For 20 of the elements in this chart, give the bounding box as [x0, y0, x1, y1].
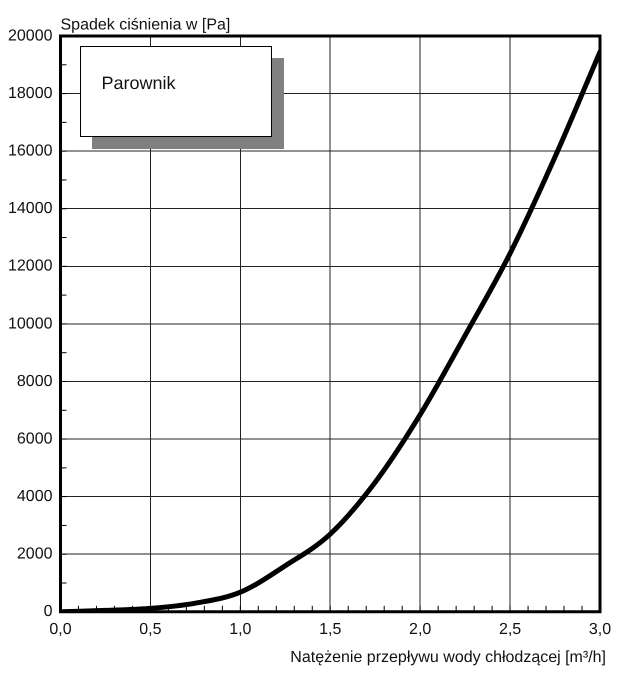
y-tick-label: 10000: [8, 315, 53, 332]
x-tick-label: 2,5: [498, 620, 522, 638]
y-tick-label: 16000: [8, 142, 53, 160]
x-tick-label: 0,5: [139, 620, 162, 638]
y-tick-label: 14000: [8, 200, 53, 218]
x-tick-label: 2,0: [409, 620, 432, 638]
x-tick-label: 1,5: [319, 620, 342, 638]
y-tick-label: 18000: [8, 84, 53, 102]
y-tick-label: 20000: [8, 27, 53, 44]
y-tick-label: 2000: [16, 546, 53, 563]
y-tick-label: 4000: [16, 488, 53, 506]
x-tick-label: 1,0: [229, 620, 252, 638]
y-tick-label: 0: [44, 603, 53, 620]
y-axis-title: Spadek ciśnienia w [Pa]: [60, 16, 230, 34]
y-tick-label: 8000: [16, 372, 53, 390]
y-tick-label: 6000: [16, 430, 53, 448]
x-tick-label: 0,0: [49, 620, 72, 638]
y-tick-label: 12000: [8, 258, 53, 275]
x-tick-label: 3,0: [588, 620, 612, 638]
x-axis-title: Natężenie przepływu wody chłodzącej [m³/h]: [290, 649, 606, 666]
